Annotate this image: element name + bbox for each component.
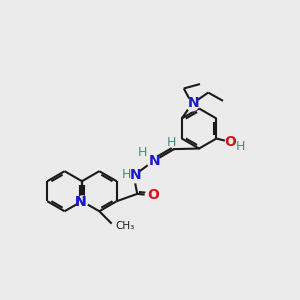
Text: H: H [235,140,245,153]
Text: N: N [75,195,87,209]
Text: N: N [130,168,142,182]
Text: O: O [225,135,236,149]
Text: N: N [75,195,87,209]
Text: H: H [122,168,131,181]
Text: N: N [188,96,199,110]
Text: H: H [167,136,176,149]
Text: N: N [149,154,161,168]
Text: O: O [148,188,159,202]
Text: H: H [138,146,147,159]
Text: CH₃: CH₃ [116,221,135,231]
